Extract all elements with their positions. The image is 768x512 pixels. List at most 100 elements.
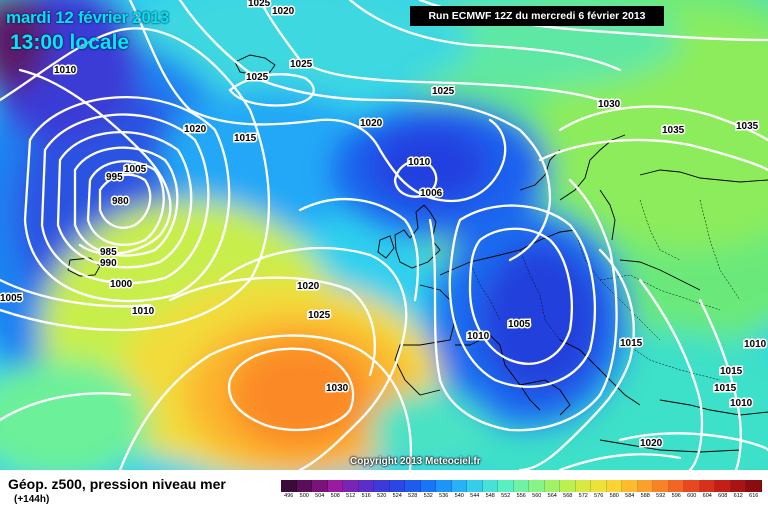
isobar-label: 1020 bbox=[640, 438, 663, 449]
forecast-hour: (+144h) bbox=[14, 494, 50, 505]
scale-value: 548 bbox=[485, 493, 495, 499]
scale-value: 588 bbox=[640, 493, 650, 499]
scale-swatch bbox=[296, 480, 312, 492]
scale-value: 540 bbox=[454, 493, 464, 499]
legend-title: Géop. z500, pression niveau mer bbox=[8, 476, 226, 492]
scale-swatch bbox=[699, 480, 715, 492]
scale-swatch bbox=[637, 480, 653, 492]
scale-swatch bbox=[668, 480, 684, 492]
scale-value: 500 bbox=[299, 493, 309, 499]
geopotential-field bbox=[0, 0, 768, 470]
scale-swatch bbox=[467, 480, 483, 492]
scale-value: 560 bbox=[532, 493, 542, 499]
scale-swatch bbox=[606, 480, 622, 492]
isobar-label: 1010 bbox=[132, 306, 155, 317]
isobar-label: 1025 bbox=[248, 0, 271, 9]
isobar-label: 1015 bbox=[234, 133, 257, 144]
scale-value: 568 bbox=[563, 493, 573, 499]
isobar-labels: 1010 1020 1025 1025 1025 1025 1020 1015 … bbox=[0, 0, 768, 451]
scale-value: 544 bbox=[470, 493, 480, 499]
scale-value: 520 bbox=[377, 493, 387, 499]
scale-swatch bbox=[544, 480, 560, 492]
scale-value: 608 bbox=[718, 493, 728, 499]
scale-value: 536 bbox=[439, 493, 449, 499]
scale-value: 584 bbox=[625, 493, 635, 499]
isobar-label: 1015 bbox=[620, 338, 643, 349]
scale-swatch bbox=[560, 480, 576, 492]
isobar-label: 1025 bbox=[432, 86, 455, 97]
isobar-label: 980 bbox=[112, 196, 129, 207]
scale-swatch bbox=[312, 480, 328, 492]
isobar-label: 1035 bbox=[662, 125, 685, 136]
scale-swatch bbox=[591, 480, 607, 492]
scale-swatch bbox=[684, 480, 700, 492]
scale-swatch bbox=[575, 480, 591, 492]
scale-swatch bbox=[405, 480, 421, 492]
scale-swatch bbox=[498, 480, 514, 492]
scale-value: 524 bbox=[392, 493, 402, 499]
scale-value: 576 bbox=[594, 493, 604, 499]
map-canvas: 1010 1020 1025 1025 1025 1025 1020 1015 … bbox=[0, 0, 768, 470]
scale-value: 616 bbox=[749, 493, 759, 499]
isobar-label: 1000 bbox=[110, 279, 133, 290]
isobar-label: 1030 bbox=[598, 99, 621, 110]
isobar-label: 1010 bbox=[467, 331, 490, 342]
scale-swatch bbox=[327, 480, 343, 492]
isobar-label: 1005 bbox=[124, 164, 147, 175]
scale-value: 580 bbox=[609, 493, 619, 499]
scale-swatch bbox=[746, 480, 762, 492]
coastlines bbox=[67, 54, 768, 453]
legend-bar: Géop. z500, pression niveau mer (+144h) … bbox=[0, 470, 768, 512]
scale-value: 612 bbox=[733, 493, 743, 499]
scale-value: 604 bbox=[702, 493, 712, 499]
borders bbox=[469, 199, 741, 381]
copyright: Copyright 2013 Meteociel.fr bbox=[350, 456, 481, 467]
scale-value: 504 bbox=[315, 493, 325, 499]
scale-swatch bbox=[529, 480, 545, 492]
isobar-lines bbox=[0, 0, 768, 470]
scale-value: 508 bbox=[330, 493, 340, 499]
scale-value: 572 bbox=[578, 493, 588, 499]
isobar-label: 1025 bbox=[246, 72, 269, 83]
isobar-label: 1025 bbox=[308, 310, 331, 321]
scale-swatch bbox=[653, 480, 669, 492]
forecast-date: mardi 12 février 2013 bbox=[6, 8, 169, 27]
scale-value: 532 bbox=[423, 493, 433, 499]
isobar-label: 1005 bbox=[0, 293, 23, 304]
scale-swatch bbox=[420, 480, 436, 492]
scale-value: 512 bbox=[346, 493, 356, 499]
isobar-label: 1030 bbox=[326, 383, 349, 394]
color-scale bbox=[281, 480, 762, 492]
isobar-label: 1015 bbox=[714, 383, 737, 394]
isobar-label: 1020 bbox=[184, 124, 207, 135]
isobar-label: 985 bbox=[100, 247, 117, 258]
isobar-label: 990 bbox=[100, 258, 117, 269]
scale-swatch bbox=[358, 480, 374, 492]
scale-swatch bbox=[513, 480, 529, 492]
scale-swatch bbox=[715, 480, 731, 492]
isobar-label: 1020 bbox=[297, 281, 320, 292]
scale-value: 592 bbox=[656, 493, 666, 499]
scale-swatch bbox=[281, 480, 297, 492]
isobar-label: 1010 bbox=[744, 339, 767, 350]
isobar-label: 1025 bbox=[290, 59, 313, 70]
isobar-label: 1005 bbox=[508, 319, 531, 330]
isobar-label: 1010 bbox=[730, 398, 753, 409]
scale-value: 556 bbox=[516, 493, 526, 499]
run-info: Run ECMWF 12Z du mercredi 6 février 2013 bbox=[410, 6, 664, 26]
scale-swatch bbox=[482, 480, 498, 492]
isobar-label: 995 bbox=[106, 172, 123, 183]
scale-value: 596 bbox=[671, 493, 681, 499]
color-scale-labels: 496 500 504 508 512 516 520 524 528 532 536 540 544 5… bbox=[281, 493, 762, 499]
scale-value: 528 bbox=[408, 493, 418, 499]
forecast-time: 13:00 locale bbox=[10, 31, 130, 54]
isobar-label: 1010 bbox=[408, 157, 431, 168]
scale-swatch bbox=[343, 480, 359, 492]
isobar-label: 1006 bbox=[420, 188, 443, 199]
isobar-label: 1020 bbox=[360, 118, 383, 129]
scale-value: 516 bbox=[361, 493, 371, 499]
isobar-label: 1015 bbox=[720, 366, 743, 377]
isobar-label: 1010 bbox=[54, 65, 77, 76]
scale-swatch bbox=[374, 480, 390, 492]
